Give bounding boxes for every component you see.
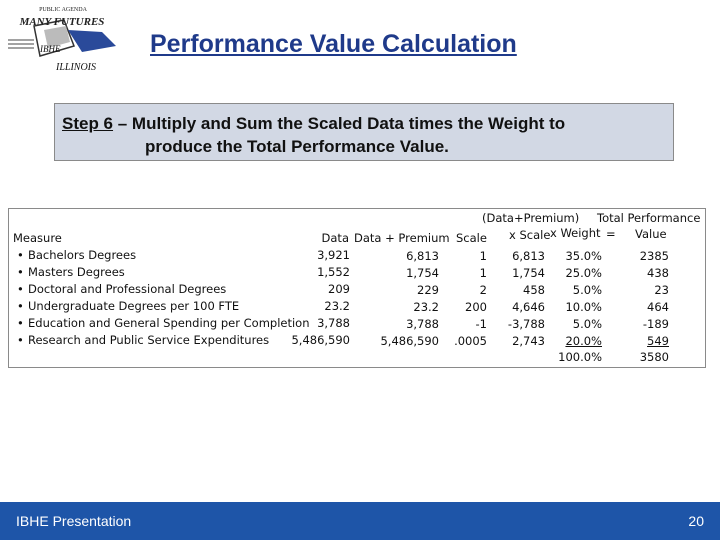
step-line-2: produce the Total Performance Value. <box>145 137 449 156</box>
row-measure: Undergraduate Degrees per 100 FTE <box>28 299 240 313</box>
row-weight: 35.0% <box>565 249 602 263</box>
row-data: 3,921 <box>317 248 350 262</box>
step-label: Step 6 <box>62 114 114 133</box>
row-total: 464 <box>647 300 669 314</box>
row-data: 23.2 <box>324 299 350 313</box>
grand-total: 3580 <box>639 350 669 364</box>
svg-text:PUBLIC AGENDA: PUBLIC AGENDA <box>39 7 88 13</box>
row-scale: .0005 <box>454 334 487 348</box>
row-data: 209 <box>328 282 350 296</box>
step-line-1: Step 6 – Multiply and Sum the Scaled Dat… <box>62 114 565 134</box>
row-scaled: 1,754 <box>512 266 545 280</box>
row-bullet: • <box>17 316 24 330</box>
row-weight: 5.0% <box>572 317 602 331</box>
row-measure: Research and Public Service Expenditures <box>28 333 270 347</box>
page-title: Performance Value Calculation <box>150 30 517 58</box>
row-weight: 25.0% <box>565 266 602 280</box>
row-scaled: 458 <box>523 283 545 297</box>
public-agenda-logo: PUBLIC AGENDA MANY FUTURES IBHE ILLINOIS <box>8 7 116 73</box>
row-weight: 5.0% <box>572 283 602 297</box>
step-text-1: – Multiply and Sum the Scaled Data times… <box>113 114 566 133</box>
row-data-premium: 229 <box>417 283 439 297</box>
svg-text:IBHE: IBHE <box>39 44 61 54</box>
row-scaled: 4,646 <box>512 300 545 314</box>
row-measure: Doctoral and Professional Degrees <box>28 282 227 296</box>
row-data-premium: 1,754 <box>406 266 439 280</box>
header-scale: Scale <box>456 231 487 245</box>
row-data-premium: 23.2 <box>413 300 439 314</box>
row-weight: 20.0% <box>565 334 602 348</box>
row-measure: Education and General Spending per Compl… <box>28 316 310 330</box>
row-bullet: • <box>17 248 24 262</box>
header-data-plus-premium: Data + Premium <box>354 231 450 245</box>
calculation-table: (Data+Premium) Total Performance x Scale… <box>8 208 706 368</box>
footer-bar: IBHE Presentation 20 <box>0 502 720 540</box>
row-data: 3,788 <box>317 316 350 330</box>
row-measure: Masters Degrees <box>28 265 125 279</box>
row-bullet: • <box>17 265 24 279</box>
row-data-premium: 6,813 <box>406 249 439 263</box>
row-total: 438 <box>647 266 669 280</box>
row-weight: 10.0% <box>565 300 602 314</box>
header-weight: x Weight <box>550 226 601 240</box>
header-total-top: Total Performance <box>597 211 701 225</box>
row-measure: Bachelors Degrees <box>28 248 137 262</box>
row-scaled: -3,788 <box>507 317 545 331</box>
row-data-premium: 5,486,590 <box>380 334 439 348</box>
row-scale: 1 <box>479 266 487 280</box>
svg-text:ILLINOIS: ILLINOIS <box>55 62 96 72</box>
row-scale: 200 <box>465 300 487 314</box>
footer-presentation-label: IBHE Presentation <box>16 513 132 529</box>
row-total: 2385 <box>639 249 669 263</box>
row-total: 549 <box>647 334 669 348</box>
page-number: 20 <box>688 513 704 529</box>
row-data-premium: 3,788 <box>406 317 439 331</box>
row-total: -189 <box>642 317 669 331</box>
row-scaled: 6,813 <box>512 249 545 263</box>
row-data: 1,552 <box>317 265 350 279</box>
row-bullet: • <box>17 282 24 296</box>
header-data: Data <box>321 231 349 245</box>
header-data-premium-bottom: x Scale <box>509 228 551 242</box>
header-data-premium-top: (Data+Premium) <box>482 211 580 225</box>
row-bullet: • <box>17 299 24 313</box>
row-scale: 2 <box>479 283 487 297</box>
row-data: 5,486,590 <box>291 333 350 347</box>
row-scale: 1 <box>479 249 487 263</box>
row-total: 23 <box>654 283 669 297</box>
row-scaled: 2,743 <box>512 334 545 348</box>
header-measure: Measure <box>13 231 62 245</box>
step-callout: Step 6 – Multiply and Sum the Scaled Dat… <box>54 103 674 161</box>
header-total-bottom: Value <box>635 227 667 241</box>
svg-text:MANY FUTURES: MANY FUTURES <box>19 16 105 28</box>
header-equals: = <box>606 227 616 241</box>
weight-total: 100.0% <box>558 350 602 364</box>
logo: PUBLIC AGENDA MANY FUTURES IBHE ILLINOIS <box>4 6 122 73</box>
row-bullet: • <box>17 333 24 347</box>
row-scale: -1 <box>475 317 487 331</box>
